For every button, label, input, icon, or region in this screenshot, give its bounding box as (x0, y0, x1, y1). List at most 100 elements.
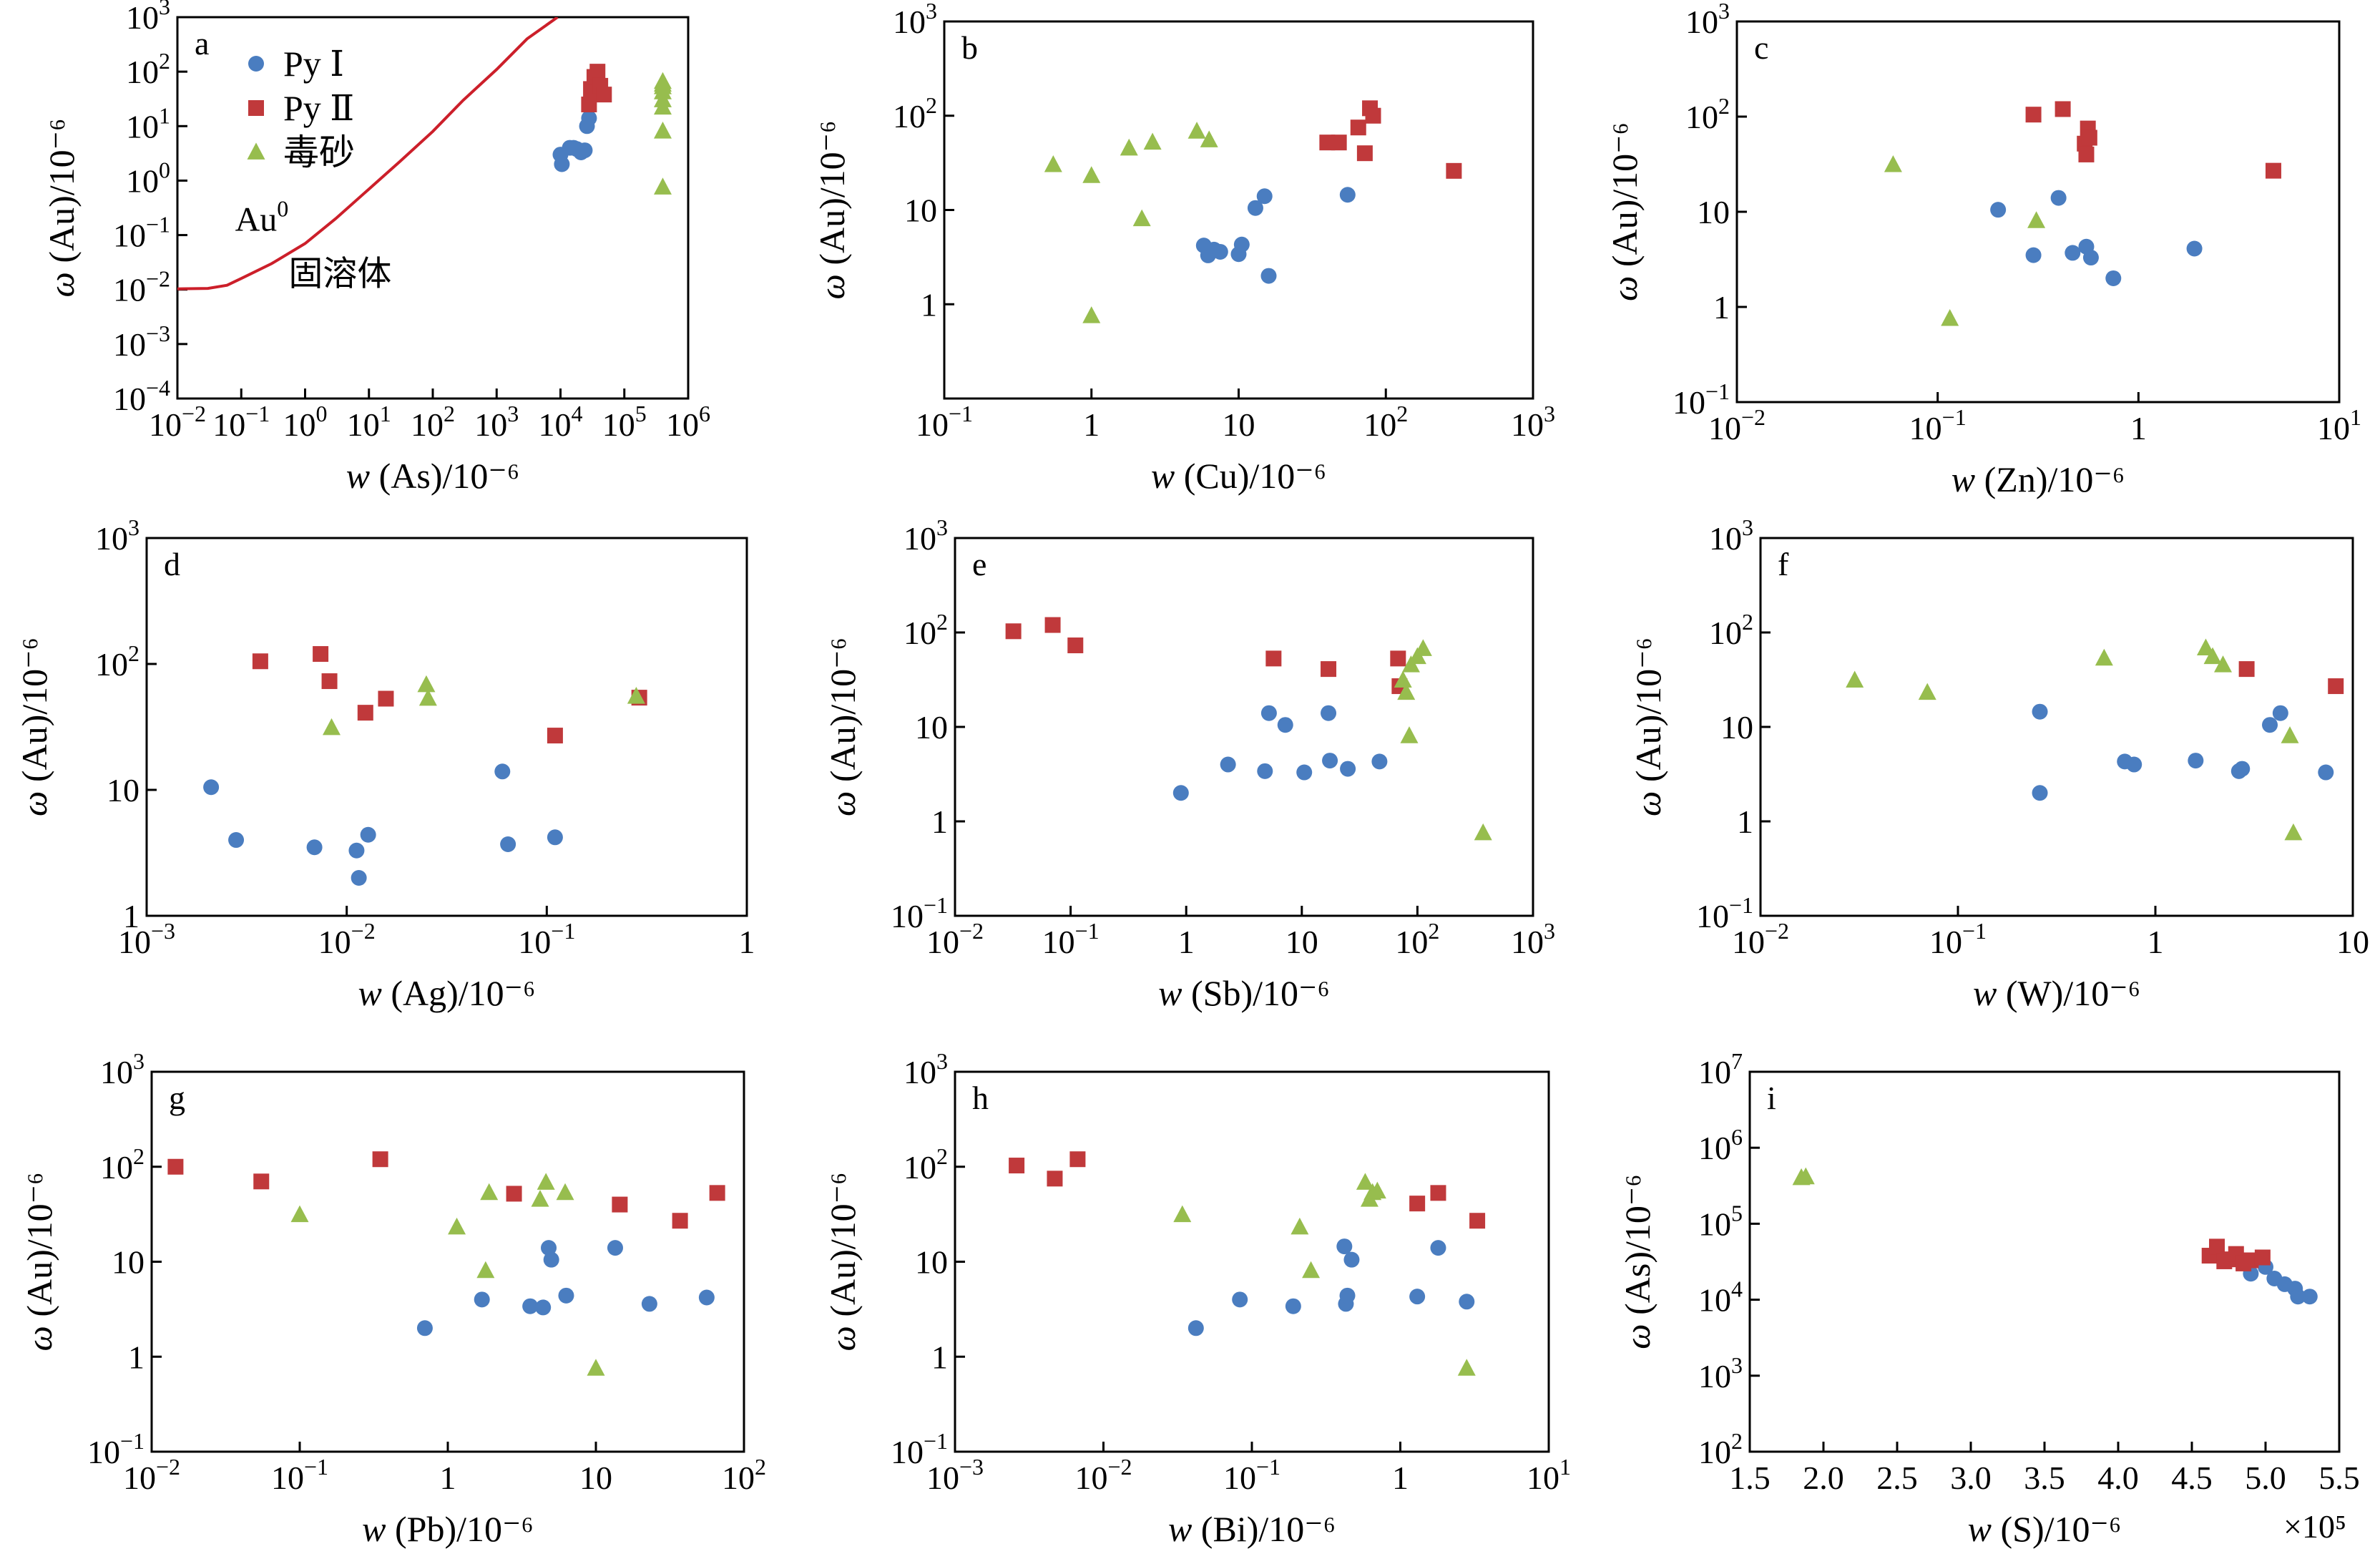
data-point-arsenopyrite (1173, 1205, 1192, 1223)
data-point-py1 (1233, 236, 1250, 253)
x-tick-label: 1 (1392, 1460, 1409, 1496)
x-tick-label: 10−1 (916, 401, 973, 443)
x-tick-label: 10 (1223, 406, 1255, 443)
x-axis-label: w (Cu)/10⁻⁶ (1151, 456, 1326, 496)
data-point-py2 (1321, 661, 1337, 678)
data-point-py2 (1009, 1158, 1025, 1174)
panel-letter: c (1754, 29, 1768, 66)
data-point-py1 (474, 1291, 490, 1308)
y-tick-label: 103 (903, 1048, 948, 1090)
data-point-py2 (1044, 617, 1061, 633)
data-point-arsenopyrite (2284, 823, 2303, 841)
y-axis-label: ω (Au)/10⁻⁶ (823, 1173, 863, 1352)
y-tick-label: 103 (903, 514, 948, 557)
data-point-py1 (1990, 202, 2007, 218)
data-point-py2 (2078, 146, 2095, 162)
data-point-py1 (2082, 250, 2099, 266)
x-tick-label: 1 (1083, 406, 1100, 443)
data-point-arsenopyrite (1796, 1167, 1815, 1185)
data-point-py2 (1365, 107, 1381, 124)
data-point-arsenopyrite (476, 1261, 495, 1279)
x-tick-label: 10−3 (926, 1454, 984, 1496)
data-point-py1 (2032, 785, 2048, 801)
x-tick-label: 101 (2317, 404, 2361, 446)
x-tick-label: 10−1 (1223, 1454, 1280, 1496)
data-point-py2 (321, 673, 338, 690)
data-point-arsenopyrite (1918, 683, 1936, 700)
y-axis-label: ω (Au)/10⁻⁶ (823, 637, 863, 816)
legend-entry: 毒砂 (283, 132, 355, 172)
data-point-arsenopyrite (1846, 670, 1864, 688)
data-point-py1 (607, 1240, 623, 1256)
data-point-py1 (1187, 1320, 1204, 1336)
x-tick-label: 1 (2130, 410, 2147, 446)
data-point-arsenopyrite (1302, 1261, 1321, 1279)
data-point-py2 (1067, 637, 1084, 654)
data-point-arsenopyrite (290, 1205, 309, 1223)
plot-frame (943, 20, 1534, 400)
x-tick-label: 3.5 (2024, 1460, 2065, 1496)
x-tick-label: 102 (1395, 918, 1439, 960)
data-point-py1 (1371, 753, 1388, 770)
data-point-py1 (554, 156, 570, 172)
x-tick-label: 10 (1286, 924, 1318, 960)
data-point-py2 (1430, 1185, 1446, 1201)
y-tick-label: 10−1 (891, 1428, 948, 1470)
data-point-py1 (203, 779, 220, 796)
x-tick-label: 1 (1178, 924, 1195, 960)
data-point-py1 (500, 836, 516, 852)
y-tick-label: 100 (126, 157, 170, 199)
x-axis-label: w (As)/10⁻⁶ (346, 456, 519, 496)
data-point-py1 (1459, 1294, 1475, 1310)
y-tick-label: 10 (107, 772, 139, 808)
data-point-py2 (378, 690, 394, 707)
data-point-py1 (2126, 756, 2143, 773)
data-point-py2 (1047, 1171, 1063, 1187)
y-tick-label: 1 (921, 286, 937, 323)
y-tick-label: 10−3 (113, 321, 170, 363)
y-tick-label: 103 (1685, 0, 1730, 40)
y-tick-label: 103 (1709, 514, 1753, 557)
data-point-arsenopyrite (1291, 1217, 1309, 1235)
data-point-py1 (1285, 1298, 1301, 1314)
data-point-py1 (228, 832, 245, 849)
panel-h: 10−3 10−2 10−1 1 101 10−1 1 10 102 103 w (Bi)/10⁻⁶… (823, 1048, 1571, 1549)
plot-frame (954, 537, 1534, 917)
y-tick-label: 102 (1685, 93, 1730, 135)
data-point-py2 (1265, 650, 1282, 667)
y-axis-label: ω (Au)/10⁻⁶ (1628, 637, 1668, 816)
data-point-py1 (1340, 761, 1356, 777)
x-tick-label: 1 (739, 924, 755, 960)
data-point-py1 (360, 826, 376, 843)
data-point-py2 (2209, 1238, 2225, 1255)
data-point-arsenopyrite (2214, 655, 2233, 673)
data-point-arsenopyrite (247, 142, 265, 160)
y-tick-label: 106 (1698, 1124, 1743, 1166)
x-tick-label: 103 (474, 401, 519, 443)
data-point-py2 (313, 646, 329, 663)
legend-entry: Py Ⅰ (283, 44, 344, 84)
data-point-py2 (589, 64, 606, 80)
data-point-py1 (2290, 1289, 2306, 1305)
data-point-py1 (348, 842, 365, 859)
data-point-py1 (1260, 705, 1277, 721)
data-point-py2 (2025, 107, 2042, 123)
x-tick-label: 106 (666, 401, 710, 443)
data-point-py2 (1005, 623, 1022, 640)
data-point-py2 (1469, 1213, 1486, 1229)
data-point-arsenopyrite (653, 122, 672, 139)
data-point-py1 (535, 1299, 552, 1316)
data-point-arsenopyrite (653, 177, 672, 195)
data-point-arsenopyrite (1356, 1173, 1374, 1190)
y-tick-label: 1 (1713, 289, 1730, 326)
y-tick-label: 1 (1737, 803, 1753, 840)
x-tick-label: 103 (1511, 918, 1555, 960)
y-tick-label: 101 (126, 102, 170, 145)
data-point-arsenopyrite (1941, 308, 1959, 326)
data-point-arsenopyrite (1394, 670, 1412, 688)
data-point-arsenopyrite (2203, 647, 2222, 665)
